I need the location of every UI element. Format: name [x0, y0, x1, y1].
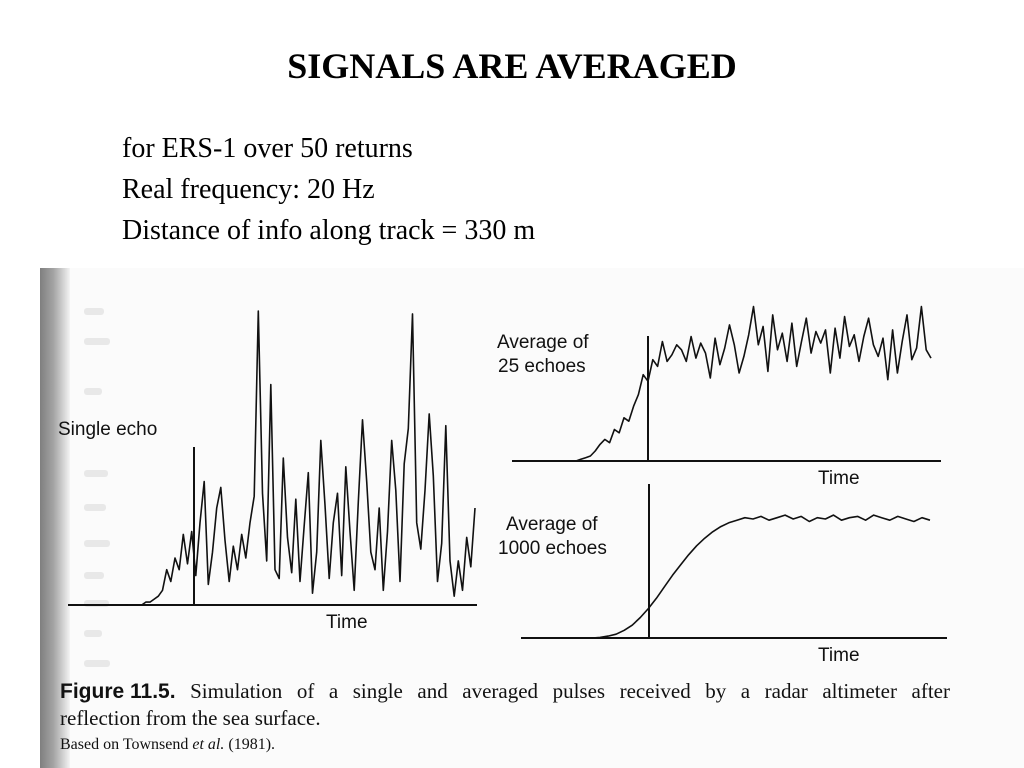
- panel-single-echo: Single echo Time: [58, 310, 477, 633]
- caption-word: Simulation: [190, 679, 283, 703]
- panel-label-avg25-line1: Average of: [497, 332, 589, 353]
- echo-plots: Single echo Time Average of 25 echoes Ti…: [58, 305, 947, 666]
- book-binding-shadow: [40, 268, 70, 768]
- caption-line-1: Figure 11.5. Simulation of a single and avera…: [60, 678, 950, 705]
- bullet-list: for ERS-1 over 50 returns Real frequency…: [122, 128, 535, 251]
- caption-word: and: [417, 679, 448, 703]
- avg25-axis-label: Time: [818, 468, 860, 489]
- source-et-al: et al.: [192, 736, 225, 753]
- single-echo-waveform: [125, 310, 476, 606]
- avg1000-waveform: [591, 514, 931, 639]
- caption-word: single: [352, 679, 403, 703]
- slide-title: SIGNALS ARE AVERAGED: [287, 46, 737, 86]
- avg1000-axis-label: Time: [818, 645, 860, 666]
- figure-number: Figure 11.5.: [60, 680, 176, 703]
- single-echo-axis-label: Time: [326, 612, 368, 633]
- caption-source: Based on Townsend et al. (1981).: [60, 734, 950, 756]
- caption-word: altimeter: [822, 679, 897, 703]
- panel-label-avg1000-line2: 1000 echoes: [498, 538, 607, 559]
- caption-word: received: [619, 679, 691, 703]
- caption-word: after: [911, 679, 950, 703]
- panel-average-1000: Average of 1000 echoes Time: [498, 484, 947, 666]
- caption-word: of: [296, 679, 315, 703]
- bullet-returns: for ERS-1 over 50 returns: [122, 133, 413, 164]
- caption-word: pulses: [552, 679, 606, 703]
- panel-label-avg25-line2: 25 echoes: [498, 356, 586, 377]
- caption-word: averaged: [462, 679, 539, 703]
- caption-word: a: [328, 679, 339, 703]
- caption-line-2: reflection from the sea surface.: [60, 706, 321, 730]
- figure-caption: Figure 11.5. Simulation of a single and avera…: [60, 678, 950, 756]
- caption-word: by: [705, 679, 727, 703]
- scanned-figure: Single echo Time Average of 25 echoes Ti…: [40, 268, 1024, 768]
- panel-average-25: Average of 25 echoes Time: [497, 305, 941, 489]
- caption-word: a: [740, 679, 751, 703]
- caption-word: radar: [764, 679, 808, 703]
- avg25-waveform: [575, 305, 932, 462]
- source-prefix: Based on Townsend: [60, 736, 193, 753]
- source-suffix: (1981).: [224, 736, 276, 753]
- panel-label-avg1000-line1: Average of: [506, 514, 598, 535]
- bullet-distance: Distance of info along track = 330 m: [122, 215, 536, 246]
- panel-label-single-echo: Single echo: [58, 419, 157, 440]
- bullet-frequency: Real frequency: 20 Hz: [122, 174, 375, 205]
- bleed-through-text: [84, 290, 114, 760]
